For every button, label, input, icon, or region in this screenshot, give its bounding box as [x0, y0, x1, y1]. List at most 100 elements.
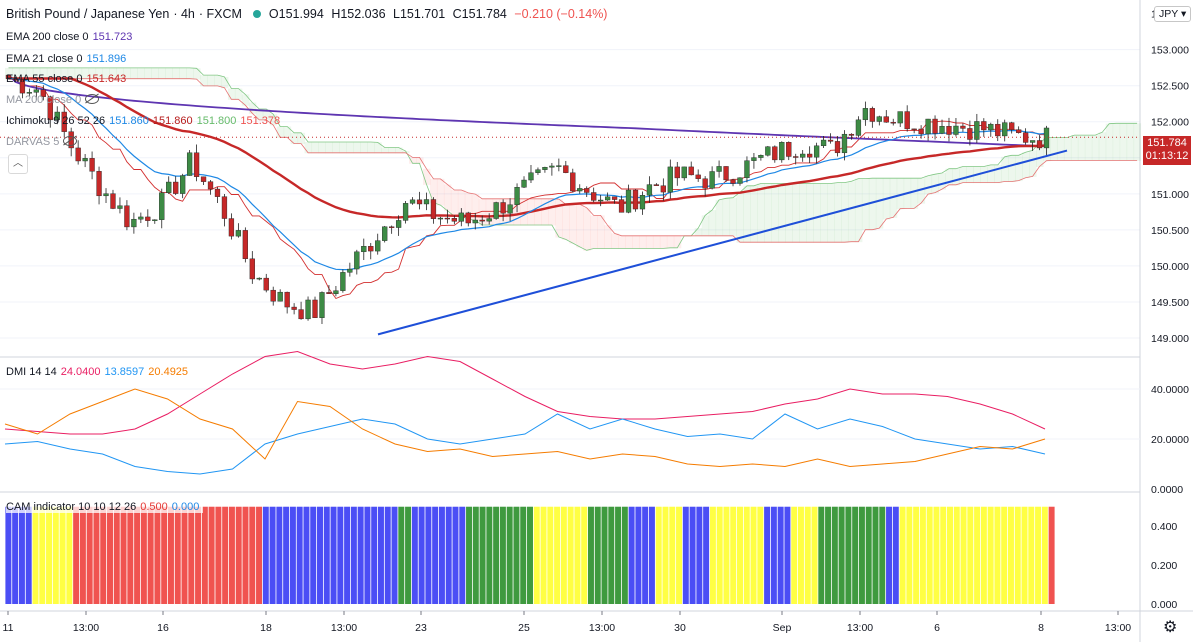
cloud-segment — [1091, 135, 1100, 161]
time-axis-label: 13:00 — [73, 622, 99, 634]
candle-body — [702, 178, 708, 189]
cam-bars — [5, 506, 1055, 604]
cam-bar — [899, 506, 906, 604]
cloud-segment — [917, 178, 926, 204]
legend-cam-v1: 0.500 — [140, 501, 168, 513]
time-axis-label: 18 — [260, 622, 272, 634]
candle-body — [361, 246, 367, 253]
cam-bar — [493, 506, 500, 604]
cloud-segment — [847, 181, 856, 243]
cloud-segment — [74, 67, 83, 80]
cloud-segment — [1105, 123, 1114, 161]
cam-axis-label: 0.200 — [1151, 560, 1177, 572]
legend-ema21-label: EMA 21 close 0 — [6, 53, 83, 65]
candle-body — [709, 171, 715, 189]
candle-body — [312, 299, 318, 318]
cloud-segment — [158, 67, 166, 80]
cam-bar — [933, 506, 940, 604]
cam-bar — [276, 506, 283, 604]
cam-bar — [127, 506, 134, 604]
cloud-segment — [339, 142, 347, 154]
cloud-segment — [896, 178, 905, 210]
cam-bar — [926, 506, 933, 604]
time-axis-label: Sep — [773, 622, 792, 634]
candle-body — [26, 92, 33, 94]
cloud-segment — [39, 67, 48, 80]
cloud-segment — [1022, 152, 1030, 179]
candle-body — [263, 277, 269, 291]
legend-darvas[interactable]: DARVAS 5 — [6, 136, 81, 148]
legend-ema55[interactable]: EMA 55 close 0 151.643 — [6, 73, 130, 85]
cloud-segment — [450, 189, 459, 217]
candle-body — [437, 217, 444, 220]
cloud-segment — [625, 235, 633, 249]
cloud-segment — [25, 67, 34, 80]
cam-axis-label: 0.400 — [1151, 521, 1177, 533]
cloud-segment — [743, 185, 751, 243]
cloud-segment — [53, 67, 62, 80]
cloud-segment — [60, 67, 69, 80]
cloud-segment — [429, 178, 438, 204]
cloud-segment — [841, 182, 849, 243]
cloud-segment — [360, 142, 368, 154]
cloud-segment — [673, 235, 682, 249]
cam-bar — [25, 506, 32, 604]
cloud-segment — [597, 215, 605, 250]
cam-bar — [750, 506, 757, 604]
cloud-segment — [771, 183, 779, 243]
cam-bar — [411, 506, 418, 604]
cloud-segment — [1029, 150, 1037, 177]
hidden-eye-icon-2[interactable] — [63, 136, 78, 146]
candle-body — [556, 165, 562, 167]
legend-cam[interactable]: CAM indicator 10 10 12 26 0.500 0.000 — [6, 501, 204, 513]
cam-bar — [852, 506, 859, 604]
candle-body — [12, 78, 19, 80]
cam-bar — [723, 506, 730, 604]
legend-ema21[interactable]: EMA 21 close 0 151.896 — [6, 53, 130, 65]
candle-body — [611, 196, 618, 200]
cloud-segment — [569, 204, 577, 244]
cloud-segment — [165, 67, 173, 80]
cam-bar — [886, 506, 893, 604]
legend-ema200[interactable]: EMA 200 close 0 151.723 — [6, 31, 136, 43]
settings-gear-icon[interactable]: ⚙ — [1163, 619, 1178, 636]
cloud-segment — [534, 198, 542, 226]
legend-dmi[interactable]: DMI 14 14 24.0400 13.8597 20.4925 — [6, 366, 192, 378]
candle-body — [716, 166, 722, 172]
candle-body — [584, 188, 590, 193]
legend-ichimoku[interactable]: Ichimoku 9 26 52 26 151.860 151.860 151.800… — [6, 115, 284, 127]
candle-body — [75, 147, 81, 162]
cloud-segment — [736, 192, 744, 243]
candle-body — [270, 289, 276, 302]
cam-bar — [222, 506, 229, 604]
legend-ma200[interactable]: MA 200 close 0 — [6, 94, 103, 106]
cloud-segment — [318, 142, 326, 154]
candle-body — [521, 179, 527, 188]
candle-body — [632, 189, 639, 210]
cam-bar — [560, 506, 567, 604]
cam-bar — [418, 506, 425, 604]
cam-bar — [283, 506, 290, 604]
cam-bar — [696, 506, 703, 604]
cloud-segment — [207, 75, 215, 87]
collapse-legend-button[interactable]: ︿ — [8, 154, 28, 174]
candle-body — [786, 142, 792, 157]
candle-body — [103, 193, 109, 197]
cloud-segment — [778, 183, 786, 243]
cam-bar — [818, 506, 825, 604]
currency-dropdown[interactable]: JPY ▾ — [1154, 6, 1192, 22]
candle-body — [173, 181, 179, 194]
hidden-eye-icon[interactable] — [85, 94, 100, 104]
candle-body — [925, 118, 931, 135]
kijun-line — [8, 78, 1047, 300]
cam-bar — [994, 506, 1001, 604]
candle-body — [444, 217, 451, 220]
cam-bar — [648, 506, 655, 604]
cam-bar — [615, 506, 622, 604]
candle-body — [604, 196, 611, 201]
candle-body — [793, 156, 799, 158]
cam-bar — [967, 506, 974, 604]
price-axis-label: 149.000 — [1151, 333, 1189, 345]
cam-bar — [18, 506, 25, 604]
